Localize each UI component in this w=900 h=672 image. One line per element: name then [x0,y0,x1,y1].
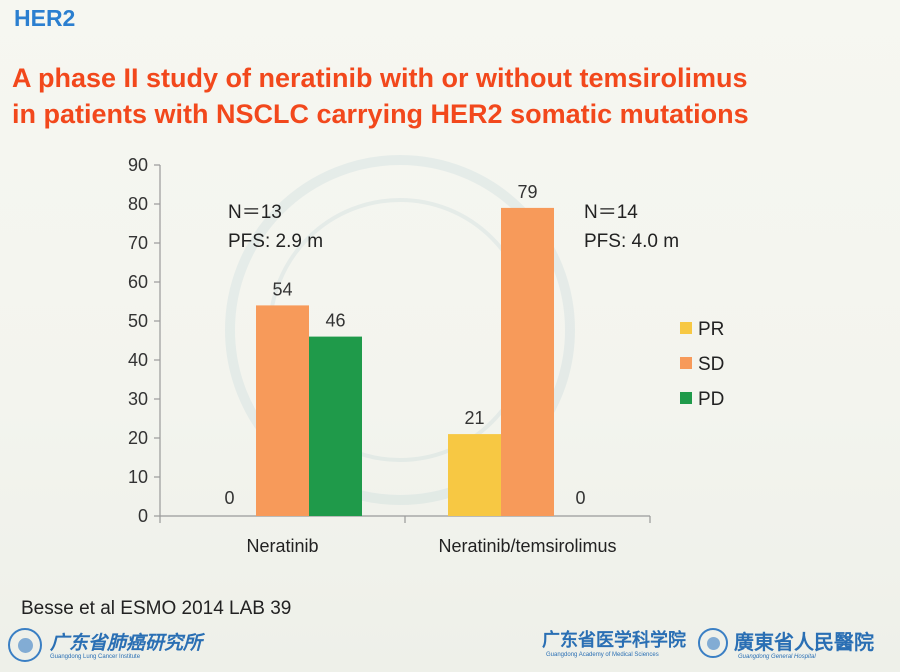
annotation-pfs-0: PFS: 2.9 m [228,231,323,252]
y-tick-label: 80 [128,194,148,214]
bar-sd-0 [256,305,309,516]
legend-label-pr: PR [698,319,724,340]
section-heading: HER2 [14,5,76,31]
academy-name-en: Guangdong Academy of Medical Sciences [546,652,659,658]
y-tick-label: 30 [128,389,148,409]
institute-seal-icon [8,628,42,662]
y-tick-label: 0 [138,506,148,526]
y-tick-label: 10 [128,467,148,487]
data-label-pr-0: 0 [224,488,234,508]
x-category-label: Neratinib [246,536,318,556]
legend-swatch-pd [680,392,692,404]
slide-title: A phase II study of neratinib with or wi… [12,60,892,132]
hospital-logos: 广东省医学科学院 Guangdong Academy of Medical Sc… [538,624,894,668]
legend-swatch-sd [680,357,692,369]
legend-swatch-pr [680,322,692,334]
academy-name-cn: 广东省医学科学院 [542,630,686,651]
hospital-seal-icon [698,628,728,658]
institute-name-en: Guangdong Lung Cancer Institute [50,654,141,660]
slide-title-line-2: in patients with NSCLC carrying HER2 som… [12,99,749,129]
hospital-name-en: Guangdong General Hospital [738,654,816,660]
slide-title-line-1: A phase II study of neratinib with or wi… [12,63,748,93]
data-label-pd-1: 0 [575,488,585,508]
hospital-name-cn: 廣東省人民醫院 [734,630,874,654]
bar-pr-1 [448,434,501,516]
institute-name-cn: 广东省肺癌研究所 [50,632,203,654]
data-label-sd-1: 79 [517,182,537,202]
data-label-pr-1: 21 [464,408,484,428]
data-label-pd-0: 46 [325,311,345,331]
y-tick-label: 20 [128,428,148,448]
annotation-n-0: N＝13 [228,202,282,223]
bar-sd-1 [501,207,554,516]
data-label-sd-0: 54 [272,279,292,299]
legend-label-sd: SD [698,354,724,375]
y-tick-label: 70 [128,233,148,253]
citation: Besse et al ESMO 2014 LAB 39 [21,598,292,619]
institute-logo: 广东省肺癌研究所 Guangdong Lung Cancer Institute [6,624,221,664]
y-tick-label: 40 [128,350,148,370]
x-category-label: Neratinib/temsirolimus [438,536,616,556]
annotation-pfs-1: PFS: 4.0 m [584,231,679,252]
bar-chart: 0 10 20 30 40 50 60 70 80 90 0 54 46 21 79 0 Neratinib… [128,155,724,556]
y-tick-label: 60 [128,272,148,292]
bar-pd-0 [309,336,362,516]
y-tick-label: 90 [128,155,148,175]
y-tick-label: 50 [128,311,148,331]
legend-label-pd: PD [698,389,724,410]
annotation-n-1: N＝14 [584,202,638,223]
